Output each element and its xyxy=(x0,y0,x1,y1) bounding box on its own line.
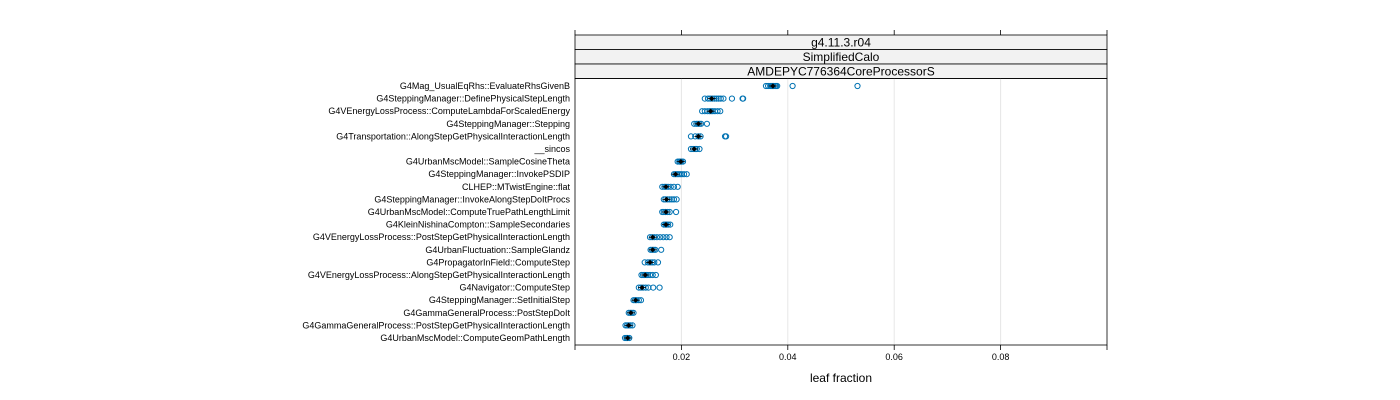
category-label: G4SteppingManager::InvokePSDIP xyxy=(428,169,570,179)
median-marker xyxy=(770,83,776,89)
data-point xyxy=(656,284,663,291)
data-point xyxy=(666,234,673,241)
category-label: G4UrbanMscModel::ComputeGeomPathLength xyxy=(380,333,570,343)
category-label: G4PropagatorInField::ComputeStep xyxy=(426,257,570,267)
data-point xyxy=(717,108,724,115)
median-marker xyxy=(625,335,631,341)
median-marker xyxy=(633,297,639,303)
category-label: G4SteppingManager::InvokeAlongStepDoItPr… xyxy=(374,194,570,204)
category-label: G4GammaGeneralProcess::PostStepDoIt xyxy=(403,308,570,318)
median-marker xyxy=(663,184,669,190)
category-label: G4Mag_UsualEqRhs::EvaluateRhsGivenB xyxy=(400,81,570,91)
category-label: G4Transportation::AlongStepGetPhysicalIn… xyxy=(336,131,570,141)
median-marker xyxy=(709,96,715,102)
data-point xyxy=(673,196,680,203)
median-marker xyxy=(691,146,697,152)
data-point xyxy=(657,234,664,241)
data-point xyxy=(650,284,657,291)
data-point xyxy=(703,120,711,127)
median-marker xyxy=(663,209,669,215)
x-axis-title: leaf fraction xyxy=(810,371,872,385)
median-marker xyxy=(678,159,684,165)
x-tick-label: 0.02 xyxy=(673,352,691,362)
category-label: G4VEnergyLossProcess::ComputeLambdaForSc… xyxy=(328,106,570,116)
strip-label: AMDEPYC776364CoreProcessorS xyxy=(747,65,934,79)
median-marker xyxy=(647,259,653,265)
median-marker xyxy=(672,171,679,177)
panel-strips: g4.11.3.r04SimplifiedCaloAMDEPYC776364Co… xyxy=(574,34,1108,79)
data-point xyxy=(674,183,681,190)
data-point xyxy=(740,95,747,102)
data-point xyxy=(672,208,680,216)
data-point xyxy=(652,271,659,279)
category-label: G4UrbanMscModel::SampleCosineTheta xyxy=(406,157,570,167)
strip-label: SimplifiedCalo xyxy=(803,50,880,64)
data-point xyxy=(722,133,730,140)
x-axis-ticks: 0.02 0.04 0.06 0.08 xyxy=(574,30,1108,362)
x-tick-label: 0.04 xyxy=(779,352,797,362)
data-point xyxy=(654,259,662,266)
data-point xyxy=(680,171,688,178)
category-label: G4VEnergyLossProcess::PostStepGetPhysica… xyxy=(313,232,570,242)
median-marker xyxy=(642,272,648,278)
median-marker xyxy=(695,133,702,139)
data-point xyxy=(728,95,736,102)
data-point xyxy=(714,108,721,115)
median-marker xyxy=(663,196,670,202)
category-label: G4VEnergyLossProcess::AlongStepGetPhysic… xyxy=(308,270,570,280)
data-point xyxy=(660,234,667,241)
x-tick-label: 0.06 xyxy=(885,352,903,362)
data-point xyxy=(687,133,695,140)
data-point xyxy=(670,183,678,190)
median-markers xyxy=(623,83,777,341)
category-label: CLHEP::MTwistEngine::flat xyxy=(462,182,571,192)
category-label: G4SteppingManager::Stepping xyxy=(446,119,570,129)
category-label: G4UrbanFluctuation::SampleGlandz xyxy=(425,245,570,255)
median-marker xyxy=(628,310,634,316)
data-point xyxy=(658,246,665,253)
median-marker xyxy=(695,121,702,127)
category-label: G4UrbanMscModel::ComputeTruePathLengthLi… xyxy=(368,207,571,217)
data-point xyxy=(789,82,796,90)
median-marker xyxy=(663,222,669,228)
median-marker xyxy=(650,247,656,253)
panel-frame xyxy=(574,78,1108,346)
category-label: G4Navigator::ComputeStep xyxy=(459,283,570,293)
median-marker xyxy=(639,285,645,291)
median-marker xyxy=(650,234,656,240)
category-labels: G4Mag_UsualEqRhs::EvaluateRhsGivenBG4Ste… xyxy=(302,81,570,343)
data-point xyxy=(670,196,678,203)
data-points xyxy=(621,82,861,342)
data-point xyxy=(649,271,656,279)
data-point xyxy=(720,95,727,102)
strip-label: g4.11.3.r04 xyxy=(811,36,871,50)
category-label: __sincos xyxy=(533,144,570,154)
data-point xyxy=(717,95,724,102)
category-label: G4SteppingManager::DefinePhysicalStepLen… xyxy=(376,94,570,104)
x-tick-label: 0.08 xyxy=(992,352,1010,362)
grid-lines xyxy=(680,78,1002,345)
data-point xyxy=(854,82,861,90)
median-marker xyxy=(626,322,632,328)
category-label: G4SteppingManager::SetInitialStep xyxy=(429,295,570,305)
data-point xyxy=(663,234,670,241)
median-marker xyxy=(708,108,714,114)
data-point xyxy=(683,171,690,178)
category-label: G4KleinNishinaCompton::SampleSecondaries xyxy=(386,220,571,230)
category-label: G4GammaGeneralProcess::PostStepGetPhysic… xyxy=(302,320,570,330)
